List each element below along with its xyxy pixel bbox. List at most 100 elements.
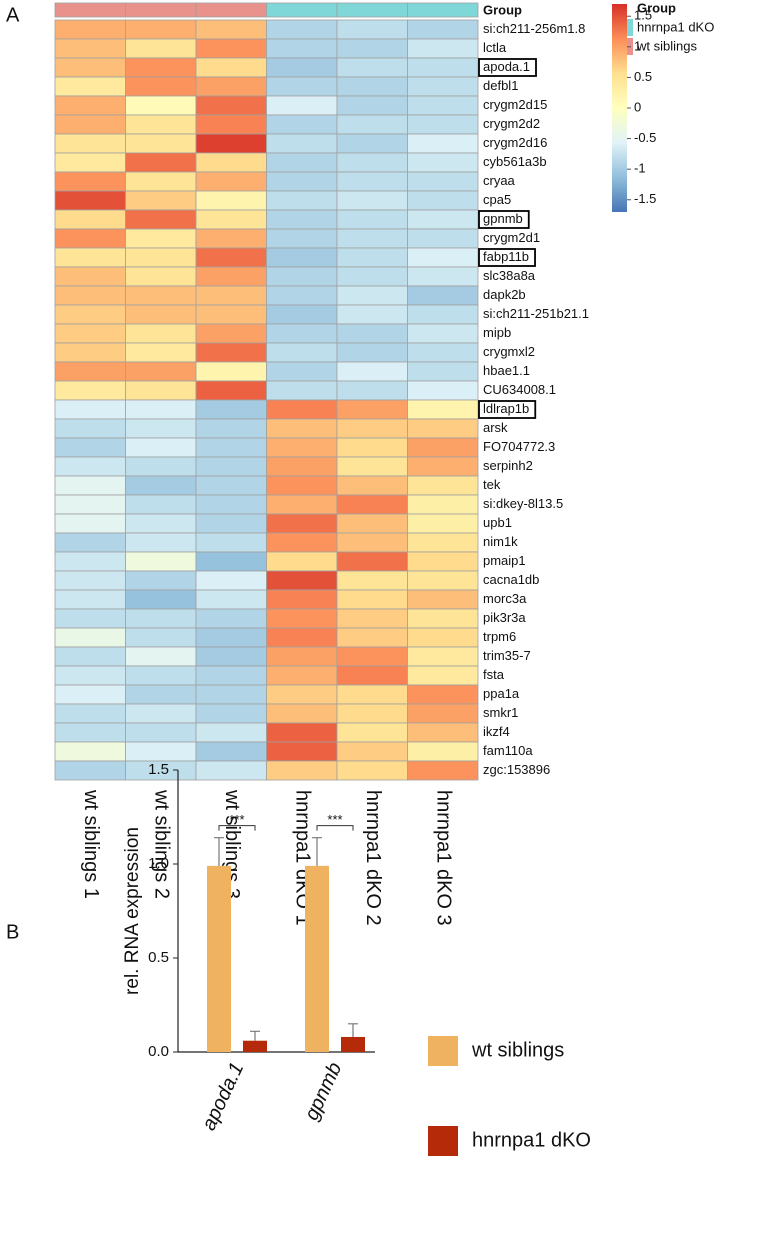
heatmap-cell [407, 342, 479, 363]
gene-label: arsk [483, 420, 508, 435]
heatmap-cell [407, 114, 479, 135]
heatmap-cell [125, 399, 197, 420]
heatmap-cell [54, 513, 126, 534]
heatmap-cell [336, 57, 408, 78]
group-cell [125, 2, 197, 18]
heatmap-cell [195, 475, 267, 496]
heatmap-cell [336, 665, 408, 686]
gene-label: slc38a8a [483, 268, 536, 283]
heatmap-cell [54, 418, 126, 439]
heatmap-cell [195, 741, 267, 762]
group-cell [54, 2, 126, 18]
heatmap-cell [336, 551, 408, 572]
heatmap-cell [407, 608, 479, 629]
heatmap-cell [336, 684, 408, 705]
heatmap-cell [336, 133, 408, 154]
heatmap-cell [407, 684, 479, 705]
heatmap-cell [195, 646, 267, 667]
heatmap-cell [407, 266, 479, 287]
heatmap-cell [54, 760, 126, 781]
heatmap-cell [266, 608, 338, 629]
heatmap-cell [336, 38, 408, 59]
heatmap-cell [195, 114, 267, 135]
legend-swatch [428, 1036, 458, 1066]
heatmap-cell [125, 741, 197, 762]
heatmap-cell [54, 475, 126, 496]
heatmap-cell [195, 171, 267, 192]
heatmap-cell [336, 456, 408, 477]
heatmap-cell [54, 133, 126, 154]
heatmap-cell [125, 19, 197, 40]
legend-label: wt siblings [471, 1039, 564, 1061]
highlight-box [478, 400, 537, 419]
heatmap-cell [266, 57, 338, 78]
heatmap-cell [266, 95, 338, 116]
heatmap-cell [54, 703, 126, 724]
heatmap-cell [266, 266, 338, 287]
column-label: hnrnpa1 dKO 3 [432, 790, 454, 926]
heatmap-cell [407, 95, 479, 116]
heatmap-cell [266, 627, 338, 648]
heatmap-cell [336, 532, 408, 553]
heatmap-cell [407, 228, 479, 249]
group-cell [336, 2, 408, 18]
heatmap-cell [407, 152, 479, 173]
heatmap-cell [336, 760, 408, 781]
heatmap-cell [195, 608, 267, 629]
heatmap-cell [195, 190, 267, 211]
colorbar-tick-label: -1.5 [634, 191, 656, 206]
heatmap-cell [195, 342, 267, 363]
colorbar [612, 4, 627, 212]
heatmap-cell [407, 665, 479, 686]
y-tick-label: 0.0 [148, 1043, 169, 1060]
heatmap-cell [407, 133, 479, 154]
heatmap-cell [407, 627, 479, 648]
heatmap-cell [407, 57, 479, 78]
heatmap-cell [266, 570, 338, 591]
heatmap-cell [266, 152, 338, 173]
heatmap-cell [125, 152, 197, 173]
significance-label: *** [229, 812, 244, 827]
heatmap-cell [125, 532, 197, 553]
group-track-label: Group [483, 2, 522, 17]
heatmap-cell [336, 266, 408, 287]
heatmap-cell [336, 513, 408, 534]
heatmap-cell [336, 323, 408, 344]
heatmap-cell [266, 342, 338, 363]
heatmap-cell [266, 760, 338, 781]
heatmap-cell [266, 665, 338, 686]
heatmap-cell [125, 494, 197, 515]
heatmap-cell [54, 95, 126, 116]
heatmap-cell [195, 399, 267, 420]
gene-label: trpm6 [483, 629, 516, 644]
heatmap-cell [266, 703, 338, 724]
heatmap-cell [54, 114, 126, 135]
gene-label: tek [483, 477, 501, 492]
heatmap-cell [266, 475, 338, 496]
heatmap-cell [54, 646, 126, 667]
heatmap-cell [336, 304, 408, 325]
gene-label: cpa5 [483, 192, 511, 207]
gene-label: crygm2d1 [483, 230, 540, 245]
heatmap-cell [195, 76, 267, 97]
heatmap-cell [195, 760, 267, 781]
heatmap-cell [125, 418, 197, 439]
heatmap-cell [195, 456, 267, 477]
heatmap-cell [407, 418, 479, 439]
heatmap-cell [266, 285, 338, 306]
heatmap-cell [336, 19, 408, 40]
heatmap-cell [195, 570, 267, 591]
heatmap-cell [407, 475, 479, 496]
heatmap-cell [195, 285, 267, 306]
heatmap-cell [336, 494, 408, 515]
y-axis-label: rel. RNA expression [122, 827, 143, 995]
heatmap-cell [266, 380, 338, 401]
heatmap-cell [125, 133, 197, 154]
gene-label: FO704772.3 [483, 439, 555, 454]
heatmap-cell [195, 228, 267, 249]
heatmap-cell [54, 437, 126, 458]
heatmap-cell [407, 589, 479, 610]
y-tick-label: 1.5 [148, 761, 169, 778]
heatmap-cell [407, 247, 479, 268]
bar [207, 865, 231, 1052]
